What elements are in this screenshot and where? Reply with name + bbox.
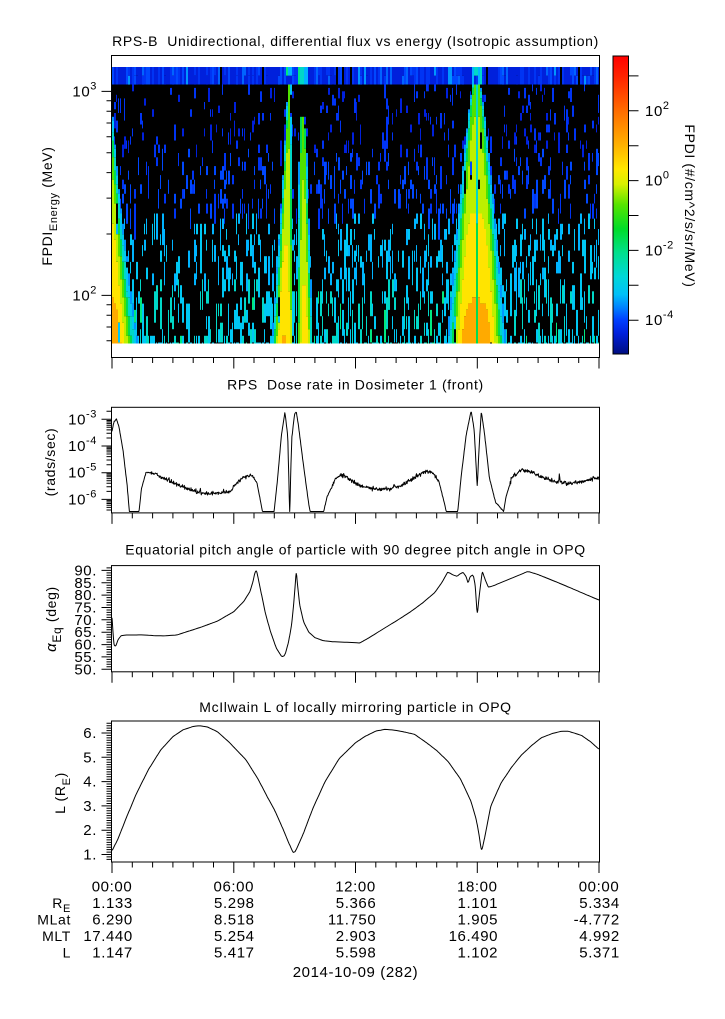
svg-text:16.490: 16.490	[449, 928, 498, 945]
svg-text:McIlwain L of locally mirrorin: McIlwain L of locally mirroring particle…	[199, 699, 511, 715]
svg-text:60.: 60.	[74, 637, 97, 654]
svg-text:85.: 85.	[74, 575, 97, 592]
svg-text:6.290: 6.290	[92, 911, 133, 928]
svg-text:8.518: 8.518	[214, 911, 255, 928]
svg-text:06:00: 06:00	[214, 878, 255, 895]
svg-text:50.: 50.	[74, 661, 97, 678]
svg-text:αEq (deg): αEq (deg)	[43, 586, 64, 652]
svg-text:1.905: 1.905	[458, 911, 499, 928]
svg-text:5.417: 5.417	[214, 944, 255, 961]
svg-text:1.101: 1.101	[458, 895, 499, 912]
svg-text:5.334: 5.334	[579, 895, 620, 912]
svg-text:5.298: 5.298	[214, 895, 255, 912]
svg-text:1.102: 1.102	[458, 944, 499, 961]
svg-text:1.: 1.	[83, 847, 97, 864]
svg-text:1.133: 1.133	[92, 895, 133, 912]
svg-text:RPS Dose rate in Dosimeter 1: RPS Dose rate in Dosimeter 1 (front)	[227, 377, 484, 393]
svg-text:FPDI (#/cm^2/s/sr/MeV): FPDI (#/cm^2/s/sr/MeV)	[682, 124, 698, 287]
svg-text:65.: 65.	[74, 624, 97, 641]
svg-text:1.147: 1.147	[92, 944, 133, 961]
svg-text:L: L	[63, 944, 71, 960]
svg-text:75.: 75.	[74, 600, 97, 617]
svg-text:80.: 80.	[74, 587, 97, 604]
svg-text:70.: 70.	[74, 612, 97, 629]
svg-text:18:00: 18:00	[457, 878, 498, 895]
svg-text:90.: 90.	[74, 562, 97, 579]
svg-text:(rads/sec): (rads/sec)	[42, 428, 58, 497]
svg-text:12:00: 12:00	[335, 878, 376, 895]
svg-text:Equatorial pitch angle of part: Equatorial pitch angle of particle with …	[125, 542, 586, 558]
svg-text:4.992: 4.992	[579, 928, 620, 945]
svg-text:55.: 55.	[74, 649, 97, 666]
svg-text:2.903: 2.903	[336, 928, 377, 945]
svg-text:5.371: 5.371	[579, 944, 620, 961]
svg-text:00:00: 00:00	[579, 878, 620, 895]
svg-text:5.: 5.	[83, 749, 97, 766]
svg-text:FPDIEnergy (MeV): FPDIEnergy (MeV)	[39, 146, 60, 265]
svg-text:RPS-B Unidirectional, differe: RPS-B Unidirectional, differential flux …	[112, 33, 599, 49]
svg-text:2.: 2.	[83, 822, 97, 839]
svg-text:MLat: MLat	[37, 911, 71, 927]
svg-text:-4.772: -4.772	[574, 911, 620, 928]
svg-text:5.366: 5.366	[336, 895, 377, 912]
svg-text:5.598: 5.598	[336, 944, 377, 961]
svg-text:3.: 3.	[83, 798, 97, 815]
svg-text:00:00: 00:00	[92, 878, 133, 895]
svg-text:5.254: 5.254	[214, 928, 255, 945]
svg-text:4.: 4.	[83, 774, 97, 791]
svg-text:MLT: MLT	[42, 928, 71, 944]
svg-text:6.: 6.	[83, 725, 97, 742]
svg-text:11.750: 11.750	[328, 911, 376, 928]
svg-text:2014-10-09 (282): 2014-10-09 (282)	[293, 964, 419, 981]
svg-text:17.440: 17.440	[83, 928, 132, 945]
